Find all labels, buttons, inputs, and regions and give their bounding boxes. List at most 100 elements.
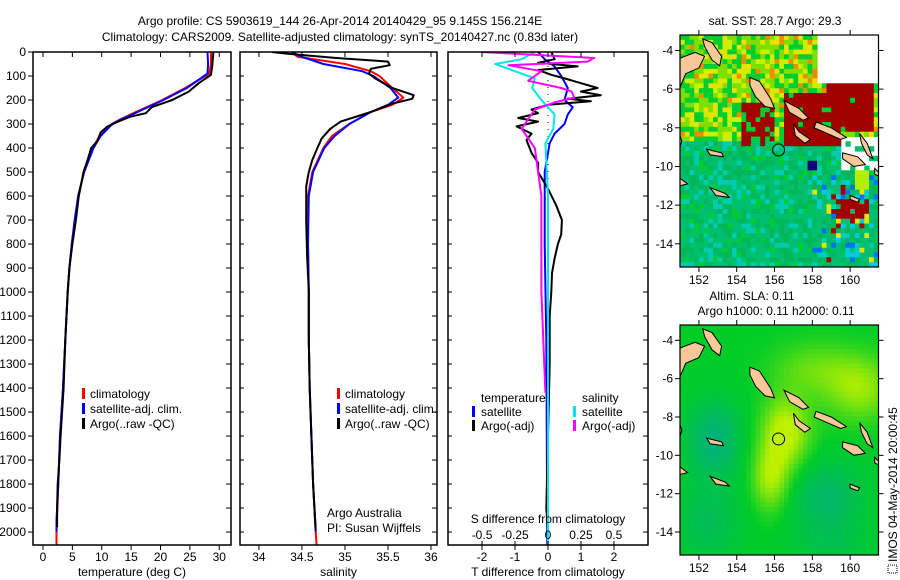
sst-cell — [793, 117, 799, 123]
sst-cell — [802, 73, 809, 80]
sst-cell — [831, 223, 837, 229]
sla-cell — [802, 416, 809, 422]
sla-cell — [836, 372, 842, 379]
sst-cell — [765, 54, 771, 60]
sst-cell — [680, 141, 686, 147]
sst-cell — [732, 59, 738, 65]
sst-cell — [760, 44, 766, 51]
sla-cell — [859, 473, 865, 479]
sla-cell — [769, 363, 776, 369]
sla-cell — [755, 435, 761, 441]
sst-cell — [836, 136, 842, 142]
lat-tick-label: -14 — [656, 525, 674, 539]
sst-cell — [760, 117, 766, 123]
sla-cell — [821, 392, 828, 398]
sla-cell — [779, 339, 785, 345]
sst-cell — [807, 54, 813, 60]
credit-pi: PI: Susan Wijffels — [327, 521, 421, 535]
sla-cell — [689, 502, 695, 508]
sla-cell — [769, 473, 776, 479]
sst-cell — [784, 262, 790, 267]
sla-cell — [831, 502, 837, 508]
sla-cell — [722, 368, 728, 374]
sst-cell — [746, 180, 752, 186]
sla-cell — [859, 368, 865, 374]
sst-cell — [741, 199, 747, 205]
sla-cell — [703, 363, 709, 369]
sla-cell — [746, 487, 752, 494]
sla-cell — [746, 392, 752, 398]
sla-cell — [732, 492, 738, 499]
sst-cell — [698, 223, 705, 229]
sst-cell — [836, 223, 842, 229]
difference-panel: -2 -1 0 1 2T difference from climatologytemp… — [447, 51, 649, 579]
sla-cell — [840, 344, 846, 350]
sst-cell — [694, 35, 700, 41]
sla-cell — [831, 497, 837, 503]
sla-cell — [836, 334, 842, 340]
series-line-t-satellite — [537, 52, 574, 545]
sst-cell — [680, 117, 686, 123]
sst-cell — [703, 262, 709, 267]
sst-cell — [732, 68, 738, 75]
sst-cell — [765, 122, 771, 128]
sst-cell — [774, 209, 780, 215]
sst-cell — [736, 218, 742, 225]
sst-cell — [779, 242, 785, 249]
sla-cell — [717, 507, 724, 513]
sla-cell — [788, 353, 794, 360]
legend-swatch — [472, 420, 475, 431]
sst-cell — [840, 131, 846, 138]
sst-cell — [784, 59, 790, 65]
sst-cell — [741, 107, 747, 113]
sst-cell — [869, 184, 875, 191]
sst-cell — [779, 223, 785, 229]
sla-cell — [774, 353, 780, 360]
sla-cell — [836, 387, 842, 393]
sst-cell — [717, 194, 724, 200]
sst-cell — [746, 155, 752, 162]
sla-cell — [859, 416, 865, 422]
sst-cell — [698, 262, 705, 267]
sla-cell — [689, 531, 695, 537]
sla-cell — [840, 387, 846, 393]
sla-cell — [769, 454, 776, 460]
sst-cell — [684, 233, 690, 239]
y-tick-label: 600 — [6, 189, 26, 203]
sst-cell — [680, 35, 686, 41]
sla-cell — [793, 349, 799, 355]
sla-cell — [760, 464, 766, 470]
sst-cell — [722, 228, 728, 234]
sst-cell — [741, 49, 747, 55]
sla-cell — [722, 459, 728, 465]
sst-cell — [736, 257, 742, 263]
sst-cell — [680, 93, 686, 99]
sla-cell — [854, 478, 861, 484]
sla-cell — [802, 487, 809, 494]
sst-cell — [694, 107, 700, 113]
sst-cell — [750, 242, 757, 249]
sla-cell — [854, 468, 861, 475]
lon-tick-label: 156 — [765, 561, 785, 575]
sla-cell — [680, 449, 686, 455]
sst-cell — [850, 252, 856, 258]
sla-cell — [689, 483, 695, 489]
lat-tick-label: -4 — [662, 43, 673, 57]
sla-cell — [859, 497, 865, 503]
sla-cell — [689, 545, 695, 551]
sst-cell — [788, 78, 794, 84]
sla-cell — [760, 440, 766, 446]
sla-cell — [854, 329, 861, 336]
sla-cell — [684, 368, 690, 374]
sla-cell — [788, 425, 794, 431]
sst-cell — [722, 233, 728, 239]
sla-cell — [854, 339, 861, 345]
sla-cell — [750, 344, 757, 350]
sst-cell — [736, 233, 742, 239]
sst-cell — [854, 146, 861, 152]
sst-cell — [798, 184, 804, 191]
sst-cell — [694, 228, 700, 234]
sla-cell — [812, 464, 818, 470]
sla-cell — [845, 526, 851, 532]
sla-cell — [746, 459, 752, 465]
